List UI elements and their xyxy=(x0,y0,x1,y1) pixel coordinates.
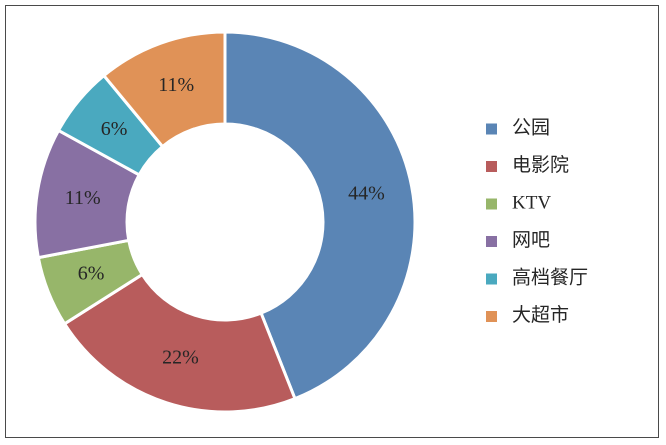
data-label-2: 6% xyxy=(78,263,105,285)
legend-label-1: 电影院 xyxy=(512,154,569,176)
legend-swatch-4 xyxy=(486,273,497,285)
legend-swatch-3 xyxy=(486,236,497,247)
legend-label-3: 网吧 xyxy=(512,230,550,251)
slices-group xyxy=(33,30,417,414)
legend-label-0: 公园 xyxy=(512,117,550,138)
legend-label-5: 大超市 xyxy=(512,304,569,326)
data-label-1: 22% xyxy=(162,347,199,369)
slice-5 xyxy=(101,30,227,149)
legend-swatch-0 xyxy=(486,123,497,135)
legend-swatch-1 xyxy=(486,161,497,172)
legend-swatch-2 xyxy=(486,198,497,210)
labels-group: 44% 22% 6% 11% 6% 11% xyxy=(65,74,385,368)
legend-swatch-5 xyxy=(486,311,497,322)
data-label-0: 44% xyxy=(348,183,385,205)
legend-label-2: KTV xyxy=(512,192,551,213)
slice-0 xyxy=(223,30,417,401)
slice-1 xyxy=(62,272,297,414)
data-label-3: 11% xyxy=(65,187,101,209)
legend-label-4: 高档餐厅 xyxy=(512,266,588,288)
data-label-5: 11% xyxy=(158,74,194,96)
data-label-4: 6% xyxy=(101,118,128,140)
